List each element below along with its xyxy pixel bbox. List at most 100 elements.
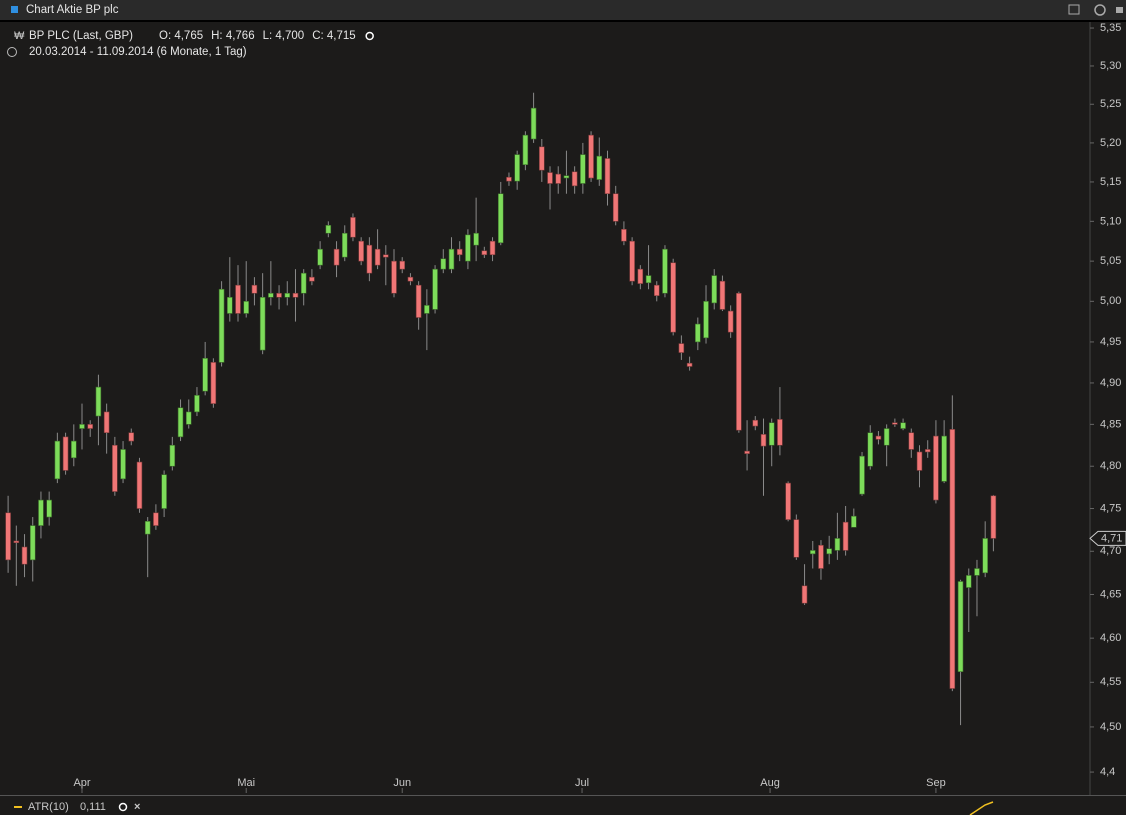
candle-body xyxy=(637,268,644,284)
y-tick-label: 5,20 xyxy=(1100,137,1121,149)
y-tick-label: 4,50 xyxy=(1100,721,1121,733)
x-tick-label: Apr xyxy=(73,777,90,789)
candle-body xyxy=(185,411,192,425)
candle-body xyxy=(785,482,791,520)
candle-body xyxy=(358,240,364,262)
export-button[interactable] xyxy=(1068,4,1080,15)
candle-body xyxy=(473,232,479,246)
y-tick-label: 5,25 xyxy=(1100,98,1121,110)
candle-body xyxy=(933,435,939,501)
y-tick-label: 4,55 xyxy=(1100,676,1121,688)
candle-body xyxy=(752,419,759,427)
candle-body xyxy=(144,521,151,535)
candle-body xyxy=(259,297,266,351)
candle-body xyxy=(563,175,570,179)
candle-body xyxy=(399,260,405,270)
candle-body xyxy=(719,280,726,310)
y-tick-label: 5,00 xyxy=(1100,295,1121,307)
legend-settings xyxy=(365,31,374,41)
candle-body xyxy=(71,440,77,459)
candle-body xyxy=(653,284,660,296)
candle-body xyxy=(826,548,832,555)
close-button[interactable] xyxy=(1116,7,1123,13)
y-tick-label: 4,85 xyxy=(1100,418,1121,430)
candle-body xyxy=(547,172,553,184)
ohlc-label: O: 4,765 xyxy=(159,30,203,42)
candle-body xyxy=(645,275,652,284)
title-bar xyxy=(0,0,1126,20)
candle-body xyxy=(136,461,143,509)
candle-body xyxy=(169,444,176,467)
candle-body xyxy=(596,155,603,180)
candle-body xyxy=(842,521,849,551)
candle-body xyxy=(621,228,627,242)
candle-body xyxy=(809,550,816,555)
candle-body xyxy=(711,275,717,304)
candle-body xyxy=(801,585,808,604)
candle-body xyxy=(177,407,184,438)
candle-body xyxy=(908,432,915,450)
candle-body xyxy=(95,386,102,417)
candle-body xyxy=(760,434,767,447)
candle-body xyxy=(612,193,619,222)
indicator-remove[interactable]: × xyxy=(134,801,140,813)
candle-body xyxy=(604,158,611,195)
candle-body xyxy=(744,450,750,454)
y-tick-label: 5,30 xyxy=(1100,60,1121,72)
window-title: Chart Aktie BP plc xyxy=(26,4,119,16)
candle-body xyxy=(87,424,93,429)
candle-body xyxy=(383,254,389,258)
candle-body xyxy=(432,268,438,310)
candle-body xyxy=(966,575,972,588)
candle-body xyxy=(522,134,529,166)
last-price-label: 4,71 xyxy=(1101,532,1122,544)
candle-body xyxy=(235,284,241,314)
candle-body xyxy=(818,544,824,569)
candle-body xyxy=(990,495,997,539)
y-tick-label: 4,70 xyxy=(1100,545,1121,557)
symbol-icon: ₩ xyxy=(14,30,25,42)
candle-body xyxy=(276,292,282,298)
candle-body xyxy=(686,362,693,367)
ohlc-label: H: 4,766 xyxy=(211,30,254,42)
window-buttons[interactable] xyxy=(1068,4,1123,16)
candle-body xyxy=(834,538,841,551)
candle-body xyxy=(859,455,865,495)
candle-body xyxy=(292,292,299,298)
candle-body xyxy=(982,538,988,574)
y-tick-label: 5,05 xyxy=(1100,255,1121,267)
candle-body xyxy=(38,499,44,526)
candle-body xyxy=(194,395,200,413)
candle-body xyxy=(112,444,118,492)
indicator-line xyxy=(969,801,994,815)
candle-body xyxy=(588,134,594,179)
candle-body xyxy=(456,248,463,256)
candle-body xyxy=(539,146,545,171)
candle-body xyxy=(900,422,906,429)
candle-body xyxy=(867,432,873,467)
candle-body xyxy=(465,234,471,262)
candle-body xyxy=(875,435,882,440)
candle-body xyxy=(309,276,315,282)
candle-body xyxy=(506,176,512,182)
candle-body xyxy=(916,451,923,471)
candle-body xyxy=(210,362,217,404)
candle-body xyxy=(325,225,332,234)
x-tick-label: Aug xyxy=(760,777,780,789)
candle-body xyxy=(530,107,537,140)
indicator-settings[interactable] xyxy=(118,802,128,812)
candle-body xyxy=(341,232,348,258)
candle-body xyxy=(957,581,964,672)
candle-body xyxy=(941,435,947,482)
candle-body xyxy=(892,422,898,425)
settings-button[interactable] xyxy=(1094,4,1106,16)
candle-body xyxy=(424,305,430,314)
candle-body xyxy=(79,424,85,429)
separator xyxy=(0,20,1126,22)
chart-title: BP PLC (Last, GBP) xyxy=(29,30,133,42)
candle-body xyxy=(481,250,488,256)
candle-body xyxy=(13,540,20,543)
candle-body xyxy=(120,449,126,480)
candle-body xyxy=(391,260,397,294)
